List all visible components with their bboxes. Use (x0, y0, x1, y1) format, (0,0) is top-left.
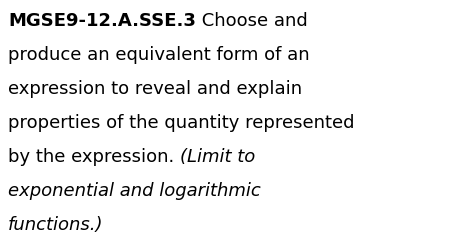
Text: exponential and logarithmic: exponential and logarithmic (8, 181, 261, 199)
Text: MGSE9-12.A.SSE.3: MGSE9-12.A.SSE.3 (8, 12, 196, 30)
Text: produce an equivalent form of an: produce an equivalent form of an (8, 46, 310, 64)
Text: properties of the quantity represented: properties of the quantity represented (8, 114, 355, 132)
Text: by the expression.: by the expression. (8, 147, 180, 165)
Text: functions.): functions.) (8, 215, 104, 233)
Text: (Limit to: (Limit to (180, 147, 255, 165)
Text: expression to reveal and explain: expression to reveal and explain (8, 80, 302, 98)
Text: Choose and: Choose and (196, 12, 308, 30)
